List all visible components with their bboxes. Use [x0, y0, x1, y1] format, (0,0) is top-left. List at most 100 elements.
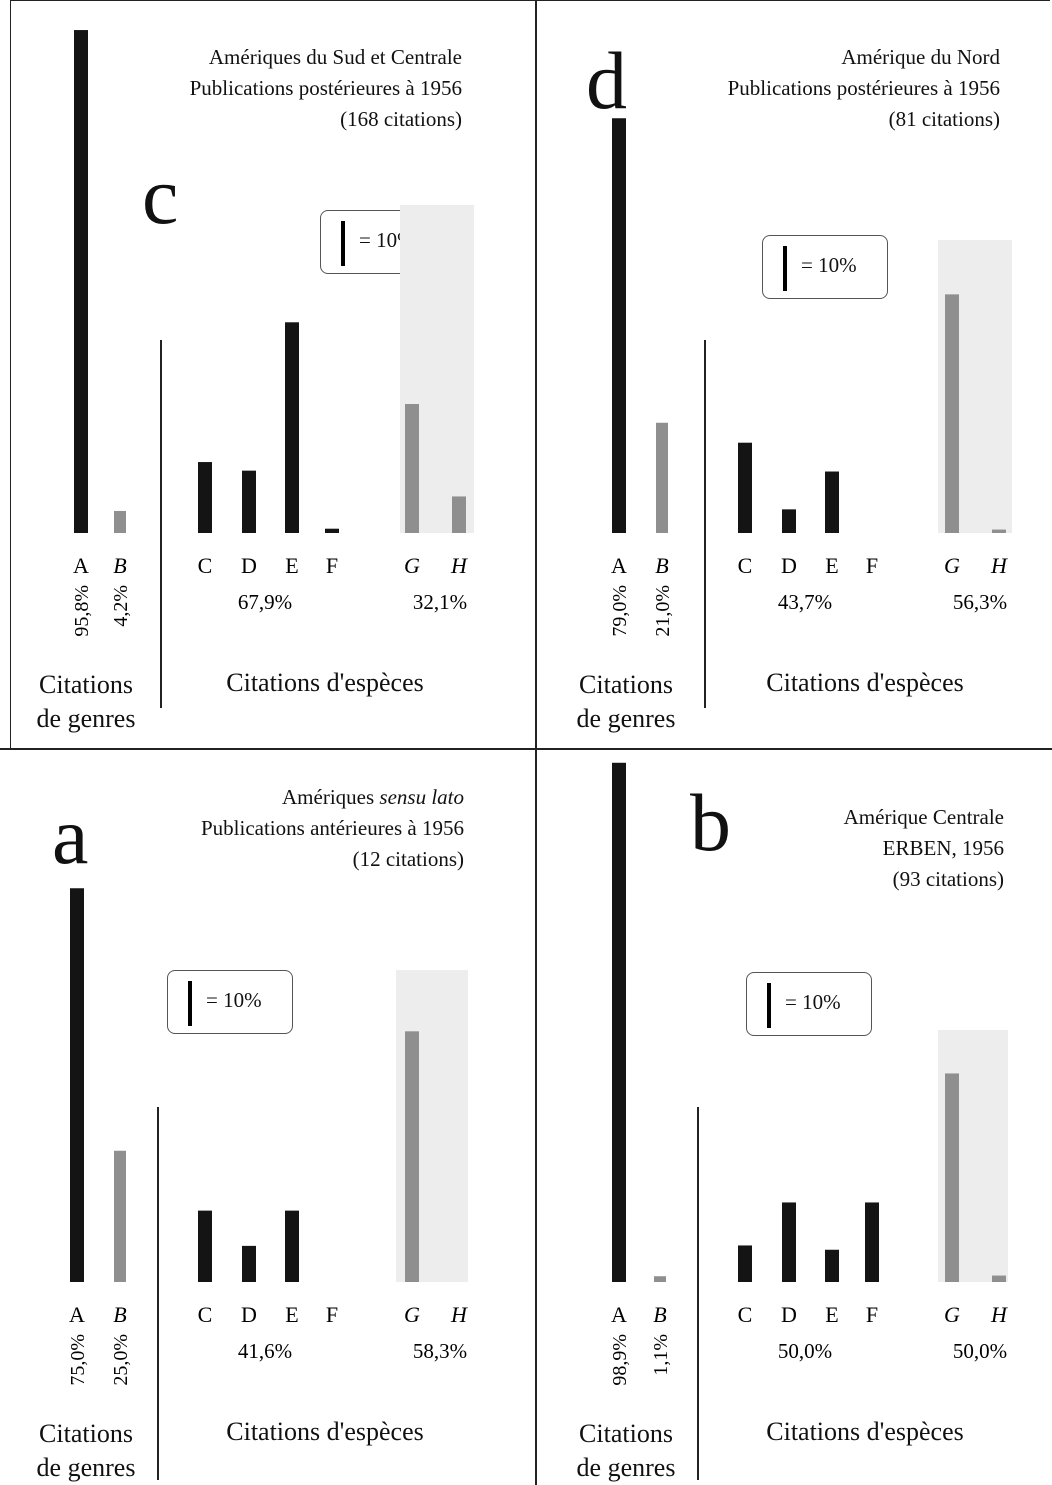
- genus-axis-title-line-1: Citations: [579, 670, 673, 699]
- species-tick-label-G: G: [944, 553, 960, 578]
- bar-species-G: [945, 294, 959, 533]
- bar-species-E: [285, 322, 299, 533]
- chart-panel-c: c Amériques du Sud et Centrale Publication…: [0, 0, 512, 735]
- section-separator: [160, 340, 162, 708]
- bar-species-C: [738, 1245, 752, 1282]
- scale-bar-icon: [767, 983, 771, 1028]
- bar-species-E: [285, 1210, 299, 1282]
- bar-genus-B: [654, 1276, 666, 1282]
- genus-tick-label-B: B: [113, 553, 126, 578]
- species-tick-label-G: G: [944, 1302, 960, 1327]
- header-line-1: Amérique Centrale: [844, 802, 1004, 833]
- species-tick-label-C: C: [738, 553, 753, 578]
- genus-value-label-A: 98,9%: [609, 1334, 631, 1386]
- bar-chart-svg: A 95,8% B 4,2% C D E F G H 67,9% 32,1%: [71, 30, 474, 637]
- bar-genus-A: [70, 888, 84, 1282]
- header-line-3: (81 citations): [888, 107, 1000, 131]
- genus-value-label-B: 1,1%: [650, 1334, 672, 1376]
- scale-label: = 10%: [785, 990, 841, 1014]
- species-tick-label-H: H: [990, 553, 1008, 578]
- species-tick-label-G: G: [404, 553, 420, 578]
- species-tick-label-H: H: [990, 1302, 1008, 1327]
- genus-axis-title: Citations de genres: [560, 668, 692, 736]
- species-tick-label-E: E: [825, 1302, 838, 1327]
- genus-tick-label-A: A: [611, 553, 627, 578]
- genus-value-label-A: 75,0%: [67, 1334, 89, 1386]
- bar-genus-A: [612, 118, 626, 533]
- header-italic: sensu lato: [379, 785, 464, 809]
- genus-value-label-B: 21,0%: [652, 585, 674, 637]
- genus-tick-label-A: A: [69, 1302, 85, 1327]
- genus-axis-title-line-2: de genres: [36, 1453, 136, 1482]
- species-tick-label-F: F: [326, 1302, 338, 1327]
- header-line-2: ERBEN, 1956: [882, 836, 1004, 860]
- chart-panel-d: d Amérique du Nord Publications postérieur…: [540, 0, 1052, 735]
- bar-species-F: [325, 528, 339, 533]
- genus-axis-title-line-1: Citations: [39, 670, 133, 699]
- species-tick-label-D: D: [781, 553, 797, 578]
- genus-axis-title-line-2: de genres: [36, 704, 136, 733]
- scale-label: = 10%: [801, 253, 857, 277]
- bar-species-G: [945, 1073, 959, 1282]
- genus-axis-title-line-2: de genres: [576, 1453, 676, 1482]
- bar-species-D: [782, 509, 796, 533]
- top-border: [10, 0, 1050, 1]
- header-line-2: Publications postérieures à 1956: [727, 76, 1000, 100]
- header-line-3: (12 citations): [352, 847, 464, 871]
- species-tick-label-G: G: [404, 1302, 420, 1327]
- bar-species-D: [242, 470, 256, 533]
- species-tick-label-H: H: [450, 1302, 468, 1327]
- bar-chart-svg: A 79,0% B 21,0% C D E F G H 43,7% 56,3%: [609, 118, 1012, 637]
- species-group-label-1: 43,7%: [778, 590, 832, 614]
- bar-genus-A: [612, 762, 626, 1282]
- species-tick-label-D: D: [781, 1302, 797, 1327]
- panel-header: Amérique du Nord Publications postérieure…: [728, 42, 1000, 135]
- genus-axis-title: Citations de genres: [20, 1417, 152, 1485]
- scale-legend: = 10%: [746, 972, 872, 1036]
- header-region: Amérique Centrale: [843, 805, 1004, 829]
- bar-genus-B: [114, 1150, 126, 1282]
- bar-species-D: [782, 1202, 796, 1282]
- species-group-label-1: 41,6%: [238, 1339, 292, 1363]
- genus-tick-label-A: A: [611, 1302, 627, 1327]
- species-tick-label-C: C: [738, 1302, 753, 1327]
- scale-label: = 10%: [206, 988, 262, 1012]
- species-tick-label-E: E: [285, 553, 298, 578]
- section-separator: [704, 340, 706, 708]
- panel-header: Amériques du Sud et Centrale Publications…: [190, 42, 462, 135]
- header-region: Amérique du Nord: [841, 45, 1000, 69]
- species-group-label-2: 56,3%: [953, 590, 1007, 614]
- scale-bar-icon: [341, 221, 345, 266]
- chart-panel-b: b Amérique Centrale ERBEN, 1956 (93 citatio…: [540, 750, 1052, 1485]
- genus-tick-label-B: B: [655, 553, 668, 578]
- bar-species-E: [825, 471, 839, 533]
- species-tick-label-H: H: [450, 553, 468, 578]
- genus-tick-label-B: B: [653, 1302, 666, 1327]
- bar-species-H: [992, 1275, 1006, 1282]
- genus-tick-label-A: A: [73, 553, 89, 578]
- scale-bar-icon: [783, 246, 787, 291]
- bar-species-G: [405, 404, 419, 533]
- section-separator: [157, 1107, 159, 1480]
- bar-species-C: [198, 462, 212, 533]
- scale-legend: = 10%: [167, 970, 293, 1034]
- bar-species-E: [825, 1249, 839, 1282]
- header-line-1: Amériques sensu lato: [201, 782, 464, 813]
- header-line-3: (168 citations): [340, 107, 462, 131]
- panel-letter: b: [690, 777, 731, 868]
- header-line-2: Publications postérieures à 1956: [189, 76, 462, 100]
- species-axis-title: Citations d'espèces: [226, 1417, 424, 1446]
- left-border: [10, 0, 11, 748]
- panel-letter: d: [586, 35, 627, 126]
- species-axis-title: Citations d'espèces: [226, 668, 424, 697]
- bar-species-C: [738, 442, 752, 533]
- genus-value-label-B: 25,0%: [110, 1334, 132, 1386]
- genus-tick-label-B: B: [113, 1302, 126, 1327]
- bar-chart-svg: A 98,9% B 1,1% C D E F G H 50,0% 50,0%: [609, 762, 1008, 1386]
- panel-header: Amérique Centrale ERBEN, 1956 (93 citation…: [844, 802, 1004, 895]
- header-line-2: Publications antérieures à 1956: [200, 816, 464, 840]
- species-tick-label-F: F: [326, 553, 338, 578]
- bar-genus-B: [114, 510, 126, 533]
- species-axis-title: Citations d'espèces: [766, 1417, 964, 1446]
- genus-value-label-A: 79,0%: [609, 585, 631, 637]
